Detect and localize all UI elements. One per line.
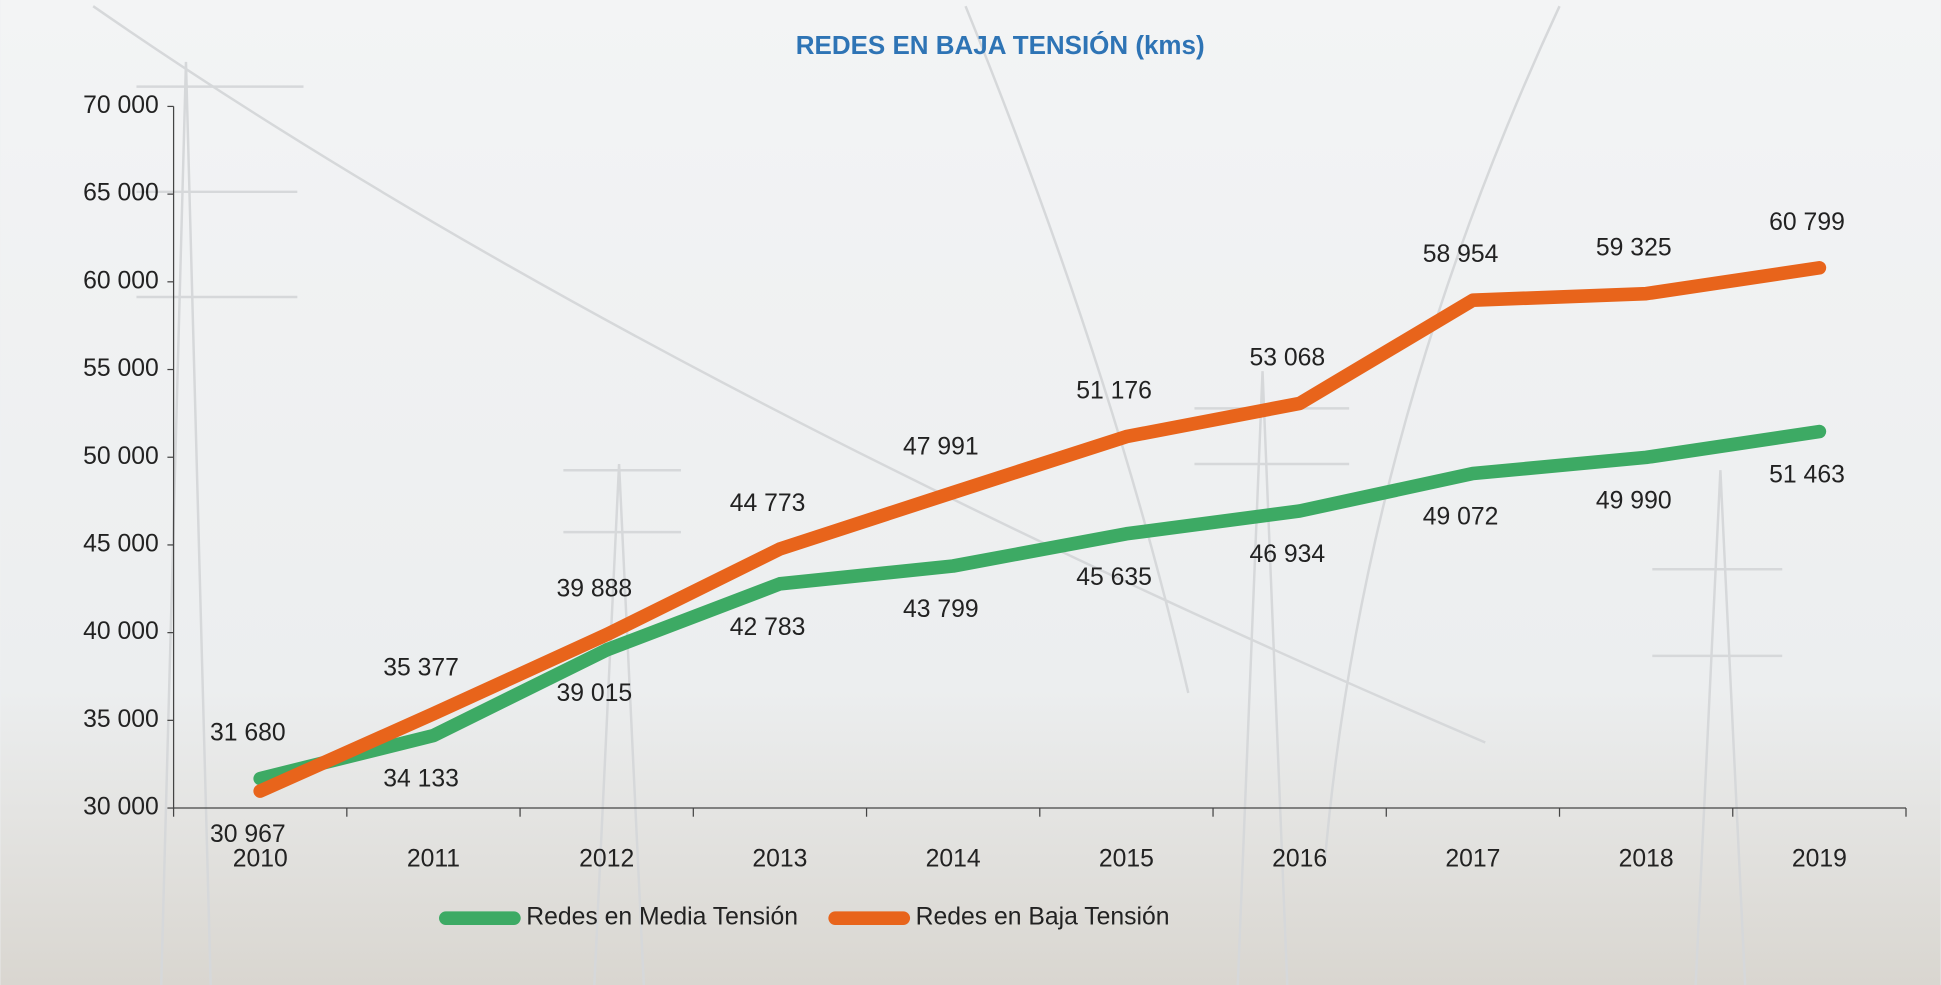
x-tick-label: 2013 [752, 846, 807, 873]
data-label: 49 990 [1596, 487, 1672, 514]
x-tick-label: 2016 [1272, 846, 1327, 873]
background-towers [92, 5, 1783, 985]
chart-title: REDES EN BAJA TENSIÓN (kms) [796, 30, 1205, 60]
y-tick-label: 60 000 [83, 267, 159, 294]
data-label: 39 888 [556, 576, 632, 603]
legend-label: Redes en Baja Tensión [916, 904, 1170, 931]
data-label: 49 072 [1423, 504, 1499, 531]
data-label: 43 799 [903, 596, 979, 623]
y-tick-label: 55 000 [83, 355, 159, 382]
x-tick-label: 2014 [926, 846, 981, 873]
data-label: 35 377 [383, 655, 459, 682]
x-tick-label: 2011 [407, 846, 460, 873]
data-label: 39 015 [556, 680, 632, 707]
y-tick-label: 30 000 [83, 794, 159, 821]
data-label: 59 325 [1596, 235, 1672, 262]
x-tick-label: 2017 [1445, 846, 1500, 873]
data-label: 60 799 [1769, 209, 1845, 236]
data-label: 45 635 [1076, 564, 1152, 591]
data-label: 53 068 [1249, 344, 1325, 371]
y-tick-label: 45 000 [83, 530, 159, 557]
data-label: 44 773 [730, 490, 806, 517]
y-tick-label: 40 000 [83, 618, 159, 645]
x-tick-label: 2019 [1792, 846, 1847, 873]
data-label: 47 991 [903, 433, 979, 460]
data-label: 42 783 [730, 614, 806, 641]
data-label: 30 967 [210, 821, 286, 848]
data-label: 51 463 [1769, 462, 1845, 489]
x-tick-label: 2018 [1619, 846, 1674, 873]
y-tick-label: 35 000 [83, 706, 159, 733]
x-tick-label: 2012 [579, 846, 634, 873]
y-tick-label: 50 000 [83, 443, 159, 470]
y-tick-label: 65 000 [83, 180, 159, 207]
y-tick-label: 70 000 [83, 92, 159, 119]
data-label: 34 133 [383, 766, 459, 793]
x-tick-label: 2010 [233, 846, 288, 873]
series-line [253, 424, 1827, 786]
legend-label: Redes en Media Tensión [526, 904, 798, 931]
data-label: 58 954 [1423, 241, 1499, 268]
data-label: 31 680 [210, 720, 286, 747]
x-tick-label: 2015 [1099, 846, 1154, 873]
series-line [253, 261, 1827, 798]
data-label: 46 934 [1249, 541, 1325, 568]
data-label: 51 176 [1076, 378, 1152, 405]
